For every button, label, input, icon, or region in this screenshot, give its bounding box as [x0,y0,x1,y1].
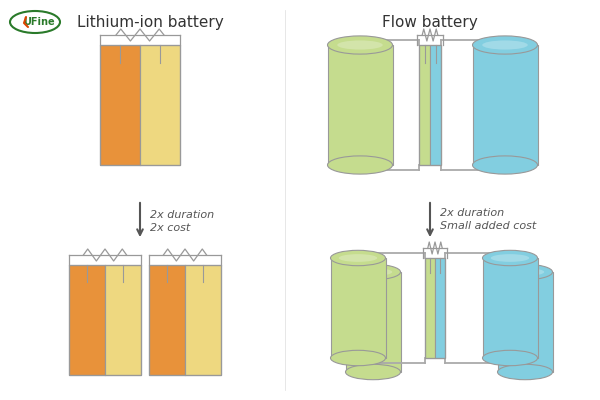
Bar [328,45,392,165]
Bar [100,45,180,165]
Bar [482,258,538,358]
Bar [473,45,538,165]
Bar [419,45,430,165]
Ellipse shape [497,364,553,380]
Bar [430,45,441,165]
Bar [346,272,401,372]
Bar [435,258,445,358]
Ellipse shape [346,264,401,280]
Bar [419,45,441,165]
Text: Small added cost: Small added cost [440,221,536,231]
Ellipse shape [506,268,544,276]
Bar [105,265,141,375]
Ellipse shape [10,11,60,33]
Bar [497,272,553,372]
Ellipse shape [473,156,538,174]
Text: 2x cost: 2x cost [150,223,190,233]
Bar [331,258,386,358]
Text: 2x duration: 2x duration [150,210,214,220]
Text: UFine: UFine [23,17,55,27]
Bar [140,45,180,165]
Bar [149,265,185,375]
Ellipse shape [482,250,538,266]
Ellipse shape [339,254,377,262]
Ellipse shape [473,36,538,54]
Ellipse shape [328,156,392,174]
Ellipse shape [482,40,528,50]
Ellipse shape [491,254,529,262]
Bar [69,265,105,375]
Bar [185,265,221,375]
Ellipse shape [346,364,401,380]
Ellipse shape [331,350,386,366]
Bar [100,45,140,165]
Ellipse shape [482,350,538,366]
Bar [425,258,445,358]
Text: Flow battery: Flow battery [382,15,478,30]
Bar [69,265,141,375]
Bar [425,258,435,358]
Bar [149,265,221,375]
Ellipse shape [331,250,386,266]
Ellipse shape [337,40,383,50]
Ellipse shape [328,36,392,54]
Text: Lithium-ion battery: Lithium-ion battery [77,15,223,30]
Ellipse shape [354,268,392,276]
Text: 2x duration: 2x duration [440,208,504,218]
Ellipse shape [497,264,553,280]
